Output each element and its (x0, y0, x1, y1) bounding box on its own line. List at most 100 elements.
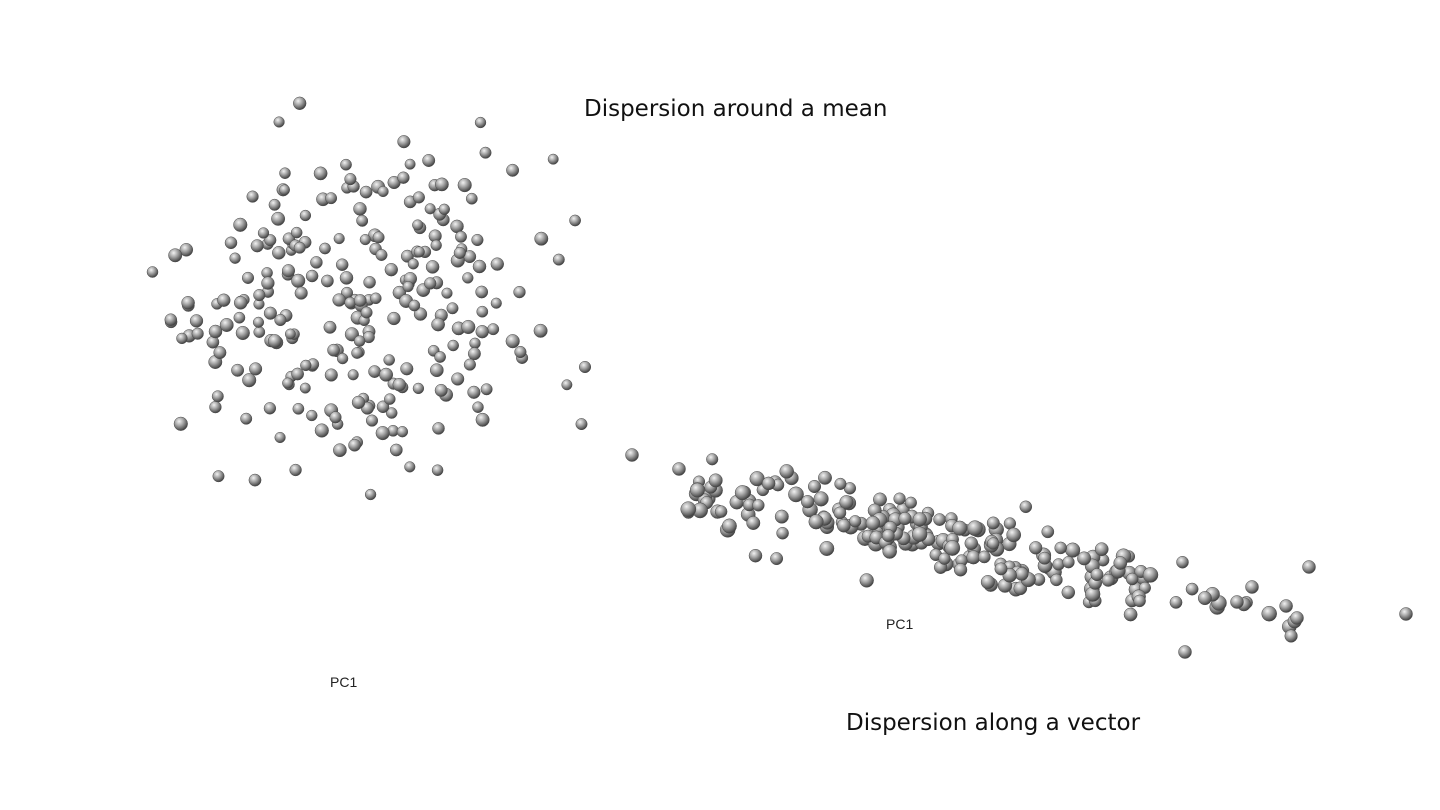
point-vector-cluster (911, 526, 928, 542)
point-mean-cluster (233, 296, 248, 310)
point-vector-cluster (833, 506, 847, 520)
point-vector-cluster (770, 552, 784, 566)
point-mean-cluster (333, 233, 345, 245)
point-mean-cluster (471, 233, 484, 247)
point-vector-cluster (1029, 541, 1043, 555)
point-vector-cluster (967, 520, 983, 537)
point-mean-cluster (533, 323, 548, 338)
point-vector-cluster (734, 485, 750, 501)
point-mean-cluster (359, 185, 373, 199)
point-vector-cluster (1113, 556, 1128, 570)
point-vector-cluster (1062, 556, 1075, 569)
point-mean-cluster (384, 393, 396, 405)
point-mean-cluster (168, 248, 183, 263)
point-mean-cluster (396, 426, 409, 438)
point-vector-cluster (1279, 599, 1293, 613)
point-mean-cluster (375, 249, 388, 261)
point-vector-cluster (1054, 541, 1067, 555)
point-mean-cluster (235, 325, 250, 341)
point-vector-cluster (1094, 542, 1109, 557)
point-vector-cluster (912, 512, 927, 527)
point-mean-cluster (351, 347, 363, 359)
point-mean-cluster (432, 422, 445, 435)
point-vector-cluster (994, 562, 1008, 576)
point-mean-cluster (284, 328, 296, 340)
point-vector-cluster (1125, 572, 1139, 586)
point-vector-cluster (1261, 605, 1277, 622)
point-mean-cluster (273, 116, 285, 128)
point-vector-cluster (987, 537, 1000, 550)
point-vector-cluster (752, 499, 765, 512)
point-mean-cluster (209, 400, 222, 414)
point-vector-cluster (1133, 594, 1146, 608)
point-mean-cluster (407, 258, 419, 270)
point-mean-cluster (422, 154, 436, 167)
point-vector-cluster (980, 575, 995, 590)
point-vector-cluster (813, 491, 829, 507)
point-mean-cluster (319, 242, 331, 255)
point-mean-cluster (385, 407, 398, 419)
point-mean-cluster (176, 332, 188, 345)
point-vector-cluster (893, 492, 906, 505)
point-mean-cluster (294, 286, 308, 300)
point-vector-cluster (977, 550, 991, 564)
point-mean-cluster (462, 272, 474, 284)
point-vector-cluster (938, 552, 951, 565)
point-mean-cluster (289, 463, 302, 477)
point-vector-outlier (1290, 611, 1304, 625)
point-mean-cluster (146, 266, 159, 278)
point-mean-cluster (211, 390, 224, 403)
point-mean-cluster (513, 285, 526, 299)
point-vector-cluster (1123, 607, 1138, 622)
point-mean-cluster (329, 411, 342, 424)
point-vector-cluster (898, 511, 912, 526)
point-mean-cluster (404, 158, 416, 170)
point-mean-cluster (475, 285, 489, 299)
point-mean-cluster (472, 401, 484, 413)
point-mean-cluster (376, 400, 390, 414)
point-vector-outlier (1230, 595, 1244, 609)
point-mean-cluster (281, 264, 296, 278)
point-mean-cluster (384, 263, 398, 277)
point-vector-cluster (865, 515, 881, 531)
point-mean-cluster (505, 334, 520, 349)
point-mean-cluster (327, 343, 340, 357)
pc1-label-left: PC1 (330, 674, 358, 690)
point-mean-cluster (569, 214, 581, 227)
point-vector-cluster (1061, 585, 1076, 600)
point-mean-cluster (379, 367, 394, 382)
point-mean-cluster (213, 346, 227, 360)
point-mean-cluster (324, 368, 338, 382)
point-mean-cluster (392, 377, 407, 392)
point-mean-cluster (267, 334, 282, 349)
point-vector-outlier (1178, 645, 1192, 659)
point-vector-outlier (1302, 560, 1316, 574)
point-mean-cluster (173, 416, 188, 431)
point-vector-cluster (1065, 542, 1081, 558)
point-mean-cluster (453, 246, 466, 259)
point-vector-cluster (859, 573, 874, 588)
point-mean-cluster (224, 236, 238, 250)
point-vector-cluster (808, 514, 824, 530)
point-mean-cluster (425, 260, 440, 274)
point-mean-cluster (191, 327, 204, 340)
point-mean-cluster (335, 258, 349, 271)
point-vector-cluster (952, 520, 968, 536)
point-mean-cluster (229, 252, 241, 264)
point-mean-cluster (181, 296, 195, 310)
point-mean-cluster (413, 307, 428, 321)
point-mean-cluster (263, 402, 277, 415)
point-mean-cluster (248, 473, 262, 487)
point-mean-cluster (250, 239, 264, 253)
point-vector-cluster (819, 541, 835, 556)
point-mean-cluster (300, 359, 312, 372)
point-mean-cluster (404, 461, 416, 473)
point-mean-cluster (455, 230, 467, 243)
point-mean-cluster (461, 319, 476, 335)
point-vector-cluster (1041, 525, 1055, 539)
point-mean-cluster (487, 323, 500, 336)
point-mean-cluster (321, 274, 334, 288)
point-mean-cluster (291, 367, 304, 381)
point-vector-cluster (774, 509, 789, 524)
